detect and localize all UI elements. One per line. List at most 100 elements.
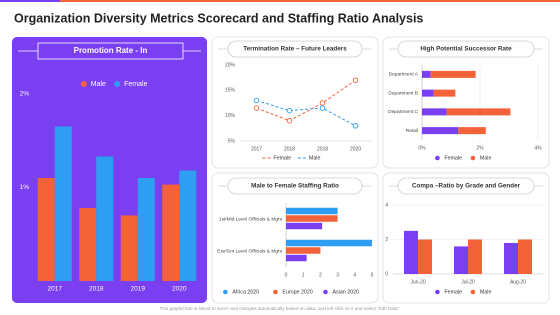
header-box (397, 40, 535, 58)
bar (54, 126, 72, 281)
y-tick-label: Department A (389, 72, 419, 78)
page-title: Organization Diversity Metrics Scorecard… (14, 11, 423, 25)
bar (422, 127, 459, 135)
legend-swatch (470, 155, 476, 161)
bar (137, 178, 155, 281)
line (256, 99, 356, 127)
y-tick-label: 5% (228, 138, 236, 144)
header-box (227, 40, 363, 58)
y-tick-label: Retail (406, 128, 418, 134)
panel (211, 36, 379, 169)
x-tick-label: 5 (371, 272, 374, 278)
header-box (227, 177, 363, 195)
legend-label: Africa 2020 (232, 289, 259, 295)
legend-label: Male (480, 155, 492, 161)
line (256, 79, 356, 122)
legend-label: Asian 2020 (332, 289, 359, 295)
legend-label: Male (91, 81, 106, 88)
bar (454, 246, 468, 274)
legend-swatch (470, 289, 476, 295)
x-tick-label: 2018 (284, 146, 295, 152)
point (253, 97, 260, 104)
y-tick-label: 2% (20, 90, 30, 97)
x-tick-label: Jun-20 (410, 279, 426, 285)
bar (504, 242, 518, 274)
x-tick-label: Jul-20 (461, 279, 475, 285)
legend-swatch (80, 81, 87, 87)
legend-swatch (114, 81, 121, 87)
top-stripe (0, 0, 560, 2)
bar (96, 156, 114, 281)
panel (211, 172, 379, 304)
legend-swatch (435, 289, 440, 295)
bar (37, 178, 55, 281)
legend-swatch (323, 289, 328, 295)
bar (418, 239, 432, 274)
x-tick-label: 2 (319, 272, 322, 278)
x-tick-label: 2017 (251, 146, 262, 152)
bar (404, 230, 418, 274)
y-tick-label: Department C (388, 109, 418, 115)
x-tick-label: 3 (336, 272, 339, 278)
bar (179, 170, 197, 281)
x-tick-label: 0% (418, 145, 426, 151)
x-tick-label: 2020 (350, 146, 361, 152)
x-tick-label: 2019 (131, 286, 146, 293)
legend-label: Female (273, 155, 291, 161)
chart-title: Compa –Ratio by Grade and Gender (412, 183, 521, 190)
y-tick-label: 1% (20, 184, 30, 191)
chart-title: Termination Rate – Future Leaders (243, 46, 347, 53)
panel (382, 36, 550, 169)
header-box (37, 42, 184, 60)
bar (518, 239, 532, 274)
y-tick-label: Exe/Snr Level Officials & Mgrs (217, 248, 282, 254)
bar (458, 127, 486, 135)
point (319, 100, 326, 106)
y-tick-label: 10% (225, 113, 236, 119)
bar (433, 89, 456, 97)
bar (286, 254, 307, 262)
x-tick-label: 2% (476, 145, 484, 151)
x-tick-label: 2018 (89, 286, 104, 293)
bar (422, 70, 431, 78)
legend-swatch (435, 155, 440, 161)
bar (468, 239, 482, 274)
bar (422, 108, 447, 116)
bar (286, 247, 321, 254)
point (286, 107, 293, 114)
chart-title: Male to Female Staffing Ratio (251, 183, 339, 190)
bar (162, 184, 180, 281)
legend-swatch (273, 289, 278, 295)
x-tick-label: 4 (353, 272, 356, 278)
legend-label: Female (444, 289, 462, 295)
y-tick-label: Department B (388, 90, 418, 96)
bar (430, 70, 476, 78)
chart-title: Promotion Rate - In (74, 46, 148, 55)
y-tick-label: 1st/Mid Level Officials & Mgrs (219, 216, 283, 222)
x-tick-label: 4% (534, 145, 542, 151)
legend-label: Male (309, 155, 321, 161)
x-tick-label: 2018 (317, 146, 328, 152)
bar (286, 239, 372, 247)
bar (422, 89, 434, 97)
header-box (397, 177, 535, 195)
bar (286, 207, 338, 215)
legend-label: Europe 2020 (282, 289, 312, 295)
legend-label: Female (444, 155, 462, 161)
y-tick-label: 15% (225, 88, 236, 94)
point (253, 105, 260, 111)
y-tick-label: 2 (385, 237, 388, 243)
legend-label: Male (480, 289, 492, 295)
footnote: This graph/chart is linked to excel, and… (160, 306, 401, 311)
bar (446, 108, 511, 116)
bar (286, 215, 338, 222)
bar (286, 222, 323, 230)
x-tick-label: 2017 (48, 286, 63, 293)
x-tick-label: 0 (285, 272, 288, 278)
bar (79, 207, 97, 281)
legend-swatch (223, 289, 228, 295)
top-stripe-accent (0, 0, 60, 2)
legend-label: Female (124, 81, 147, 88)
x-tick-label: 2020 (172, 286, 187, 293)
point (352, 123, 359, 129)
